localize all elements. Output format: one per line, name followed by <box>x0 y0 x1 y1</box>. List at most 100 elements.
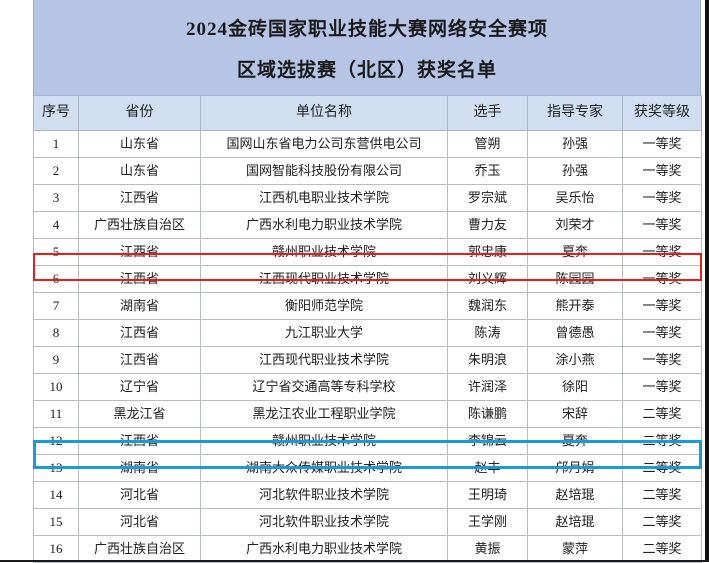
cell-player: 黄振 <box>447 535 528 563</box>
cell-index: 16 <box>33 535 79 563</box>
cell-index: 14 <box>33 481 79 509</box>
cell-unit: 江西现代职业技术学院 <box>200 265 448 293</box>
cell-unit: 赣州职业技术学院 <box>200 427 448 455</box>
cell-unit: 衡阳师范学院 <box>200 292 448 320</box>
table-row: 7 湖南省 衡阳师范学院 魏润东 熊开泰 一等奖 <box>33 292 702 320</box>
cell-index: 5 <box>33 238 79 266</box>
cell-expert: 吴乐怡 <box>527 184 623 212</box>
cell-unit: 辽宁省交通高等专科学校 <box>200 373 448 401</box>
cell-unit: 江西现代职业技术学院 <box>200 346 448 374</box>
cell-grade: 二等奖 <box>622 481 702 509</box>
cell-index: 6 <box>33 265 79 293</box>
cell-province: 湖南省 <box>78 292 201 320</box>
table-row: 12 江西省 赣州职业技术学院 李锦云 夏奔 二等奖 <box>33 427 702 455</box>
cell-player: 朱明浪 <box>447 346 528 374</box>
cell-unit: 江西机电职业技术学院 <box>200 184 448 212</box>
document-title-line-2: 区域选拔赛（北区）获奖名单 <box>236 59 497 81</box>
cell-expert: 熊开泰 <box>527 292 623 320</box>
cell-expert: 孙强 <box>527 157 623 185</box>
column-header-province: 省份 <box>78 95 201 131</box>
cell-index: 7 <box>33 292 79 320</box>
cell-player: 李锦云 <box>447 427 528 455</box>
cell-player: 陈涛 <box>447 319 528 347</box>
cell-unit: 赣州职业技术学院 <box>200 238 448 266</box>
cell-unit: 国网山东省电力公司东营供电公司 <box>200 130 448 158</box>
cell-unit: 九江职业大学 <box>200 319 448 347</box>
cell-player: 刘义辉 <box>447 265 528 293</box>
cell-province: 湖南省 <box>78 454 201 482</box>
cell-grade: 一等奖 <box>622 373 702 401</box>
cell-province: 江西省 <box>78 184 201 212</box>
cell-grade: 一等奖 <box>622 211 702 239</box>
document-title-line-1: 2024金砖国家职业技能大赛网络安全赛项 <box>185 18 548 40</box>
cell-expert: 宋辞 <box>527 400 623 428</box>
table-row: 8 江西省 九江职业大学 陈涛 曾德愚 一等奖 <box>33 319 702 347</box>
cell-grade: 一等奖 <box>622 292 702 320</box>
cell-grade: 二等奖 <box>622 508 702 536</box>
cell-expert: 曾德愚 <box>527 319 623 347</box>
cell-expert: 赵培琨 <box>527 481 623 509</box>
page-bottom-edge <box>0 560 709 562</box>
cell-unit: 广西水利电力职业技术学院 <box>200 535 448 563</box>
table-row: 2 山东省 国网智能科技股份有限公司 乔玉 孙强 一等奖 <box>33 157 702 185</box>
cell-grade: 一等奖 <box>622 130 702 158</box>
cell-grade: 一等奖 <box>622 184 702 212</box>
award-table-body: 1 山东省 国网山东省电力公司东营供电公司 管朔 孙强 一等奖 2 山东省 国网智能科技股份有限… <box>33 130 702 563</box>
cell-province: 河北省 <box>78 481 201 509</box>
table-row: 13 湖南省 湖南大众传媒职业技术学院 赵丰 邝月娟 二等奖 <box>33 454 702 482</box>
cell-expert: 赵培琨 <box>527 508 623 536</box>
cell-province: 山东省 <box>78 130 201 158</box>
table-row: 15 河北省 河北软件职业技术学院 王学刚 赵培琨 二等奖 <box>33 508 702 536</box>
cell-unit: 广西水利电力职业技术学院 <box>200 211 448 239</box>
cell-province: 山东省 <box>78 157 201 185</box>
cell-province: 河北省 <box>78 508 201 536</box>
table-row: 6 江西省 江西现代职业技术学院 刘义辉 陈园园 一等奖 <box>33 265 702 293</box>
table-row: 14 河北省 河北软件职业技术学院 王明琦 赵培琨 二等奖 <box>33 481 702 509</box>
cell-province: 辽宁省 <box>78 373 201 401</box>
table-row: 11 黑龙江省 黑龙江农业工程职业学院 陈谦鹏 宋辞 二等奖 <box>33 400 702 428</box>
cell-index: 11 <box>33 400 79 428</box>
cell-index: 2 <box>33 157 79 185</box>
cell-grade: 一等奖 <box>622 265 702 293</box>
award-table-header: 序号 省份 单位名称 选手 指导专家 获奖等级 <box>33 95 702 131</box>
cell-player: 陈谦鹏 <box>447 400 528 428</box>
header-row: 序号 省份 单位名称 选手 指导专家 获奖等级 <box>33 95 702 131</box>
column-header-expert: 指导专家 <box>527 95 623 131</box>
cell-player: 罗宗斌 <box>447 184 528 212</box>
cell-grade: 一等奖 <box>622 319 702 347</box>
cell-province: 广西壮族自治区 <box>78 535 201 563</box>
cell-player: 魏润东 <box>447 292 528 320</box>
cell-unit: 国网智能科技股份有限公司 <box>200 157 448 185</box>
cell-index: 9 <box>33 346 79 374</box>
cell-unit: 黑龙江农业工程职业学院 <box>200 400 448 428</box>
cell-unit: 湖南大众传媒职业技术学院 <box>200 454 448 482</box>
table-row: 1 山东省 国网山东省电力公司东营供电公司 管朔 孙强 一等奖 <box>33 130 702 158</box>
table-row: 4 广西壮族自治区 广西水利电力职业技术学院 曹力友 刘荣才 一等奖 <box>33 211 702 239</box>
cell-index: 3 <box>33 184 79 212</box>
cell-province: 江西省 <box>78 427 201 455</box>
cell-expert: 夏奔 <box>527 427 623 455</box>
cell-province: 江西省 <box>78 265 201 293</box>
cell-province: 黑龙江省 <box>78 400 201 428</box>
cell-grade: 二等奖 <box>622 454 702 482</box>
cell-index: 1 <box>33 130 79 158</box>
cell-province: 江西省 <box>78 238 201 266</box>
table-row: 9 江西省 江西现代职业技术学院 朱明浪 涂小燕 一等奖 <box>33 346 702 374</box>
table-row: 3 江西省 江西机电职业技术学院 罗宗斌 吴乐怡 一等奖 <box>33 184 702 212</box>
column-header-player: 选手 <box>447 95 528 131</box>
cell-index: 12 <box>33 427 79 455</box>
cell-index: 8 <box>33 319 79 347</box>
cell-player: 管朔 <box>447 130 528 158</box>
table-row: 5 江西省 赣州职业技术学院 郭忠康 夏奔 一等奖 <box>33 238 702 266</box>
page-right-edge <box>705 0 709 562</box>
cell-index: 15 <box>33 508 79 536</box>
cell-player: 王明琦 <box>447 481 528 509</box>
cell-unit: 河北软件职业技术学院 <box>200 481 448 509</box>
cell-grade: 二等奖 <box>622 427 702 455</box>
cell-expert: 陈园园 <box>527 265 623 293</box>
cell-province: 广西壮族自治区 <box>78 211 201 239</box>
cell-province: 江西省 <box>78 319 201 347</box>
document-title-banner: 2024金砖国家职业技能大赛网络安全赛项 区域选拔赛（北区）获奖名单 <box>33 0 701 95</box>
cell-unit: 河北软件职业技术学院 <box>200 508 448 536</box>
cell-player: 王学刚 <box>447 508 528 536</box>
